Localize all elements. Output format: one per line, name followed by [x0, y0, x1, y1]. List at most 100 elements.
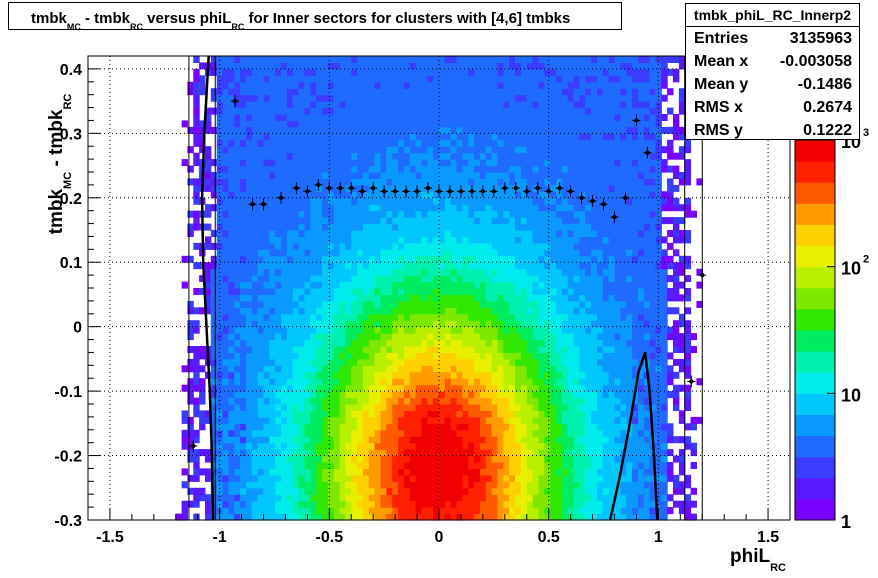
- heatmap-cell: [275, 184, 282, 192]
- heatmap-cell: [222, 165, 229, 173]
- heatmap-cell: [403, 230, 411, 237]
- heatmap-cell: [573, 255, 580, 263]
- heatmap-cell: [509, 172, 516, 179]
- heatmap-cell: [573, 172, 580, 179]
- heatmap-cell: [216, 62, 224, 70]
- heatmap-cell: [368, 507, 376, 515]
- heatmap-cell: [292, 133, 300, 141]
- heatmap-cell: [181, 159, 188, 167]
- heatmap-cell: [439, 178, 446, 186]
- heatmap-cell: [398, 223, 405, 231]
- heatmap-cell: [275, 294, 282, 302]
- heatmap-cell: [433, 352, 440, 360]
- heatmap-cell: [485, 346, 493, 353]
- heatmap-cell: [544, 436, 551, 444]
- heatmap-cell: [210, 191, 218, 199]
- heatmap-cell: [462, 230, 469, 237]
- heatmap-cell: [310, 81, 317, 89]
- heatmap-cell: [491, 404, 498, 411]
- heatmap-cell: [292, 75, 300, 83]
- heatmap-cell: [556, 378, 563, 386]
- heatmap-cell: [585, 416, 592, 424]
- heatmap-cell: [339, 210, 346, 218]
- heatmap-cell: [187, 500, 194, 508]
- heatmap-cell: [246, 204, 253, 212]
- heatmap-cell: [532, 75, 539, 83]
- heatmap-cell: [526, 249, 534, 257]
- heatmap-cell: [409, 462, 417, 469]
- heatmap-cell: [351, 442, 358, 450]
- heatmap-cell: [556, 204, 563, 212]
- heatmap-cell: [538, 468, 545, 476]
- heatmap-cell: [585, 223, 592, 231]
- heatmap-cell: [269, 481, 276, 489]
- heatmap-cell: [216, 223, 224, 231]
- heatmap-cell: [205, 184, 212, 192]
- heatmap-cell: [292, 429, 300, 437]
- heatmap-cell: [474, 449, 481, 457]
- heatmap-cell: [403, 507, 411, 515]
- heatmap-cell: [491, 126, 498, 134]
- heatmap-cell: [538, 352, 545, 360]
- heatmap-cell: [450, 288, 458, 295]
- heatmap-cell: [520, 107, 528, 115]
- heatmap-cell: [433, 107, 440, 115]
- heatmap-cell: [339, 320, 346, 328]
- heatmap-cell: [339, 152, 346, 160]
- heatmap-cell: [327, 178, 335, 186]
- heatmap-cell: [368, 242, 376, 250]
- heatmap-cell: [450, 300, 458, 308]
- heatmap-cell: [491, 255, 498, 263]
- heatmap-cell: [333, 191, 341, 199]
- heatmap-cell: [503, 114, 510, 121]
- heatmap-cell: [573, 320, 580, 328]
- heatmap-cell: [421, 255, 428, 263]
- heatmap-cell: [333, 210, 341, 218]
- heatmap-cell: [251, 346, 259, 353]
- heatmap-cell: [520, 75, 528, 83]
- heatmap-cell: [421, 455, 428, 463]
- heatmap-cell: [439, 288, 446, 295]
- heatmap-cell: [327, 217, 335, 225]
- heatmap-cell: [333, 339, 341, 347]
- heatmap-cell: [246, 339, 253, 347]
- heatmap-cell: [286, 481, 294, 489]
- heatmap-cell: [398, 378, 405, 386]
- heatmap-cell: [269, 320, 276, 328]
- heatmap-cell: [444, 184, 452, 192]
- heatmap-cell: [573, 75, 580, 83]
- heatmap-cell: [591, 139, 598, 147]
- heatmap-cell: [585, 230, 592, 237]
- heatmap-cell: [246, 436, 253, 444]
- heatmap-cell: [444, 94, 452, 102]
- heatmap-cell: [251, 236, 259, 244]
- heatmap-cell: [292, 455, 300, 463]
- heatmap-cell: [386, 307, 393, 315]
- heatmap-cell: [345, 391, 352, 399]
- heatmap-cell: [275, 146, 282, 154]
- heatmap-cell: [479, 391, 487, 399]
- heatmap-cell: [433, 513, 440, 521]
- heatmap-cell: [281, 410, 288, 418]
- heatmap-cell: [298, 320, 305, 328]
- heatmap-cell: [532, 204, 539, 212]
- heatmap-cell: [251, 114, 259, 121]
- heatmap-cell: [316, 249, 323, 257]
- heatmap-cell: [515, 371, 522, 379]
- heatmap-cell: [386, 217, 393, 225]
- heatmap-cell: [532, 462, 539, 469]
- heatmap-cell: [398, 416, 405, 424]
- heatmap-cell: [591, 391, 598, 399]
- heatmap-cell: [380, 268, 387, 276]
- heatmap-cell: [251, 255, 259, 263]
- heatmap-cell: [281, 56, 288, 63]
- heatmap-cell: [456, 307, 463, 315]
- heatmap-cell: [251, 126, 259, 134]
- heatmap-cell: [398, 339, 405, 347]
- heatmap-cell: [433, 126, 440, 134]
- heatmap-cell: [579, 410, 586, 418]
- heatmap-cell: [544, 75, 551, 83]
- heatmap-cell: [556, 436, 563, 444]
- heatmap-cell: [234, 384, 241, 392]
- heatmap-cell: [415, 384, 422, 392]
